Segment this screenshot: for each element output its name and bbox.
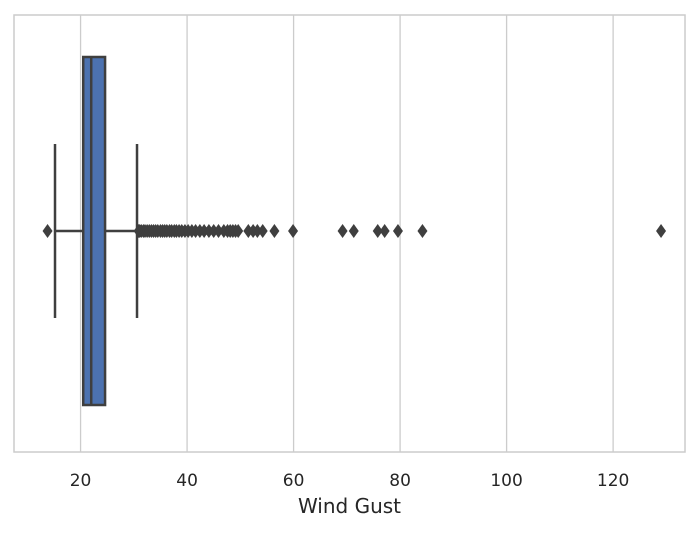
outlier-point [348, 224, 359, 238]
plot-frame [13, 14, 686, 453]
outlier-point [392, 224, 403, 238]
outlier-point [372, 224, 383, 238]
x-tick-label: 20 [70, 471, 92, 491]
outlier-point [379, 224, 390, 238]
outlier-point [656, 224, 667, 238]
outlier-point [213, 224, 224, 238]
interquartile-box [81, 55, 107, 407]
outlier-point [257, 224, 268, 238]
x-axis-label: Wind Gust [298, 494, 401, 518]
x-tick-label: 60 [283, 471, 305, 491]
outlier-point [252, 224, 263, 238]
x-tick-label: 40 [176, 471, 198, 491]
x-tick-label: 120 [597, 471, 629, 491]
outlier-point [417, 224, 428, 238]
x-tick-labels: 20 40 60 80 100 120 [70, 471, 630, 491]
outlier-point [42, 224, 53, 238]
outlier-point [337, 224, 348, 238]
outlier-point [233, 224, 244, 238]
x-tick-label: 100 [490, 471, 522, 491]
outlier-point [288, 224, 299, 238]
outlier-points [42, 224, 667, 238]
box-plot [53, 55, 139, 407]
outlier-point [269, 224, 280, 238]
x-tick-label: 80 [389, 471, 411, 491]
